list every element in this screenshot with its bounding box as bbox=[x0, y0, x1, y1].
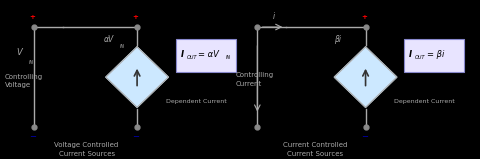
Text: = αV: = αV bbox=[198, 50, 218, 59]
FancyBboxPatch shape bbox=[175, 39, 235, 72]
Text: IN: IN bbox=[120, 44, 125, 49]
Text: OUT: OUT bbox=[414, 55, 425, 60]
Text: I: I bbox=[180, 50, 183, 59]
Text: −: − bbox=[360, 132, 367, 141]
Text: = βi: = βi bbox=[426, 50, 443, 59]
Text: +: + bbox=[30, 14, 36, 21]
Text: Voltage Controlled
Current Sources: Voltage Controlled Current Sources bbox=[54, 142, 119, 157]
Text: Dependent Current: Dependent Current bbox=[394, 99, 454, 104]
Text: +: + bbox=[361, 14, 367, 21]
Text: Controlling
Voltage: Controlling Voltage bbox=[5, 74, 43, 88]
Text: Current Controlled
Current Sources: Current Controlled Current Sources bbox=[282, 142, 347, 157]
Text: −: − bbox=[132, 132, 139, 141]
Text: +: + bbox=[132, 14, 138, 21]
Text: I: I bbox=[408, 50, 411, 59]
FancyBboxPatch shape bbox=[403, 39, 463, 72]
Polygon shape bbox=[106, 47, 168, 107]
Text: Controlling
Current: Controlling Current bbox=[235, 72, 273, 87]
Text: Dependent Current: Dependent Current bbox=[166, 99, 226, 104]
Polygon shape bbox=[334, 47, 396, 107]
Text: −: − bbox=[29, 132, 36, 141]
Text: IN: IN bbox=[29, 59, 34, 65]
Text: OUT: OUT bbox=[186, 55, 197, 60]
Text: i: i bbox=[273, 12, 275, 21]
Text: IN: IN bbox=[225, 55, 230, 60]
Text: αV: αV bbox=[103, 35, 113, 44]
Text: V: V bbox=[17, 48, 23, 57]
Text: βi: βi bbox=[334, 35, 341, 44]
